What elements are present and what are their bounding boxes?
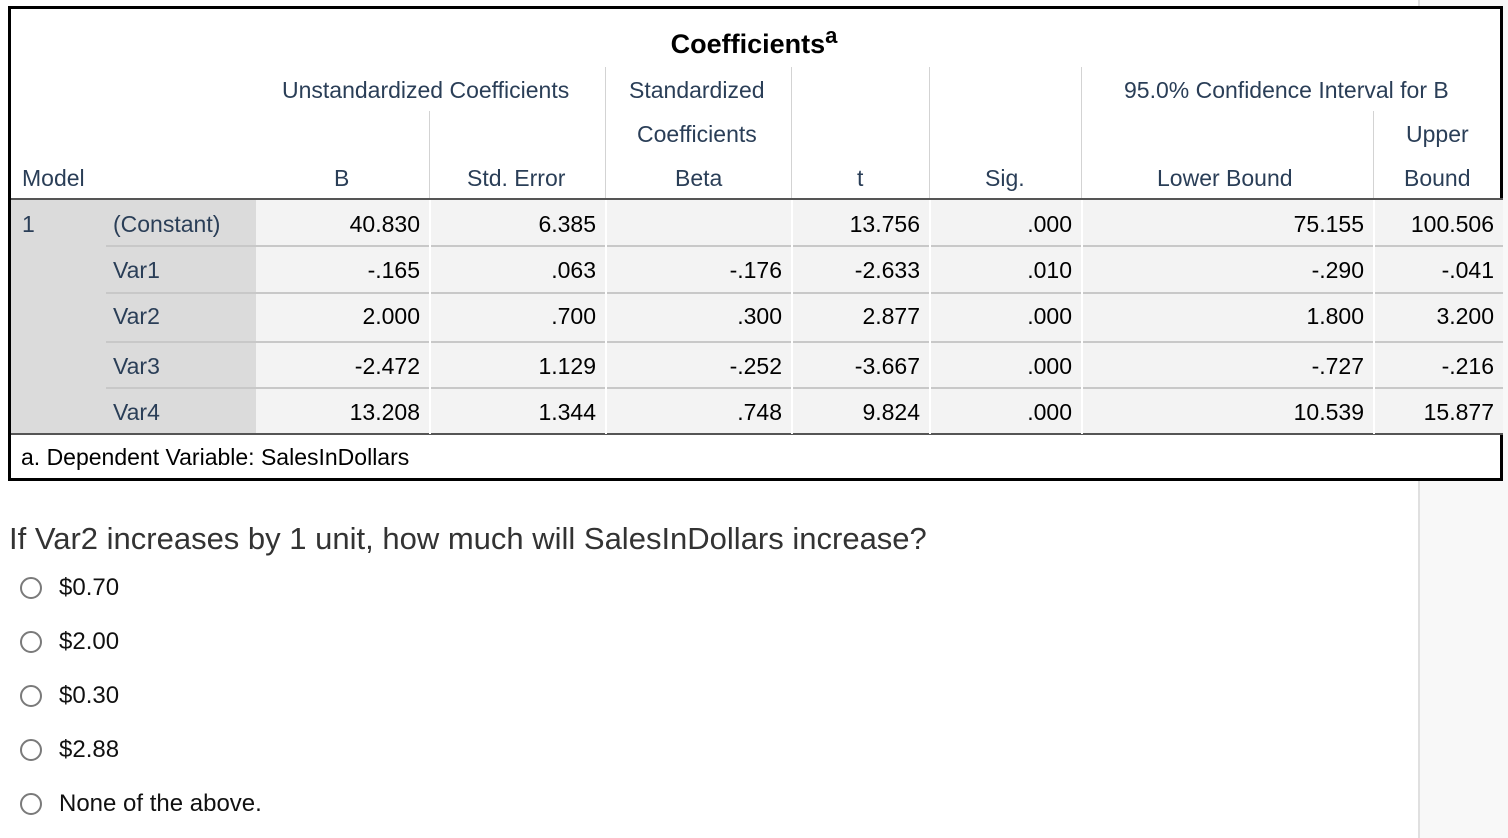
cell-lower: 75.155 [1293,211,1364,237]
cell-beta: .300 [737,303,782,329]
row-separator [106,245,1503,247]
header-standardized-1: Standardized [629,77,765,103]
cell-lower: 10.539 [1293,399,1364,425]
coefficients-table: Coefficientsa Unstandardized Coefficient… [8,6,1503,481]
header-sig: Sig. [985,165,1025,191]
header-beta: Beta [675,165,723,191]
cell-upper: 3.200 [1436,303,1494,329]
cell-t: -2.633 [854,257,920,283]
answer-option[interactable]: None of the above. [20,789,262,819]
cell-t: 13.756 [849,211,920,237]
header-divider [791,67,792,199]
cell-upper: 100.506 [1410,211,1494,237]
cell-sig: .000 [1027,303,1072,329]
label-column-bg [11,200,256,434]
answer-option[interactable]: $2.00 [20,627,119,657]
header-divider [605,67,606,199]
cell-lower: 1.800 [1306,303,1364,329]
cell-upper: -.216 [1441,353,1494,379]
option-label: $0.30 [59,682,120,709]
option-label: None of the above. [59,790,262,817]
row-separator [106,292,1503,294]
body-divider [1081,200,1083,434]
radio-button[interactable] [20,631,42,653]
table-body-bg [11,200,1503,434]
cell-t: -3.667 [854,353,920,379]
header-upper-1: Upper [1406,121,1469,147]
header-divider [929,67,930,199]
cell-sig: .000 [1027,399,1072,425]
header-unstandardized: Unstandardized Coefficients [282,77,570,103]
cell-t: 2.877 [862,303,920,329]
body-bottom-rule [11,433,1503,435]
body-divider [1373,200,1375,434]
row-label-var2: Var2 [113,303,160,329]
body-divider [429,200,431,434]
table-footnote: a. Dependent Variable: SalesInDollars [21,444,410,470]
cell-beta: -.176 [729,257,782,283]
header-lower-bound: Lower Bound [1157,165,1293,191]
cell-sig: .000 [1027,353,1072,379]
cell-se: 1.344 [538,399,596,425]
answer-option[interactable]: $0.70 [20,573,119,603]
cell-t: 9.824 [862,399,920,425]
cell-se: 6.385 [538,211,596,237]
cell-upper: 15.877 [1423,399,1494,425]
header-divider [1081,67,1082,199]
row-separator [106,387,1503,389]
header-t: t [857,165,864,191]
row-separator [106,341,1503,343]
header-bottom-rule [11,198,1503,200]
cell-sig: .010 [1027,257,1072,283]
cell-beta: .748 [737,399,782,425]
radio-button[interactable] [20,685,42,707]
cell-b: -2.472 [354,353,420,379]
question-text: If Var2 increases by 1 unit, how much wi… [9,521,927,556]
cell-se: .700 [551,303,596,329]
table-title: Coefficientsa [11,23,1497,60]
body-divider [929,200,931,434]
option-label: $2.88 [59,736,120,763]
header-divider [429,111,430,199]
cell-beta: -.252 [729,353,782,379]
header-standardized-2: Coefficients [637,121,757,147]
radio-button[interactable] [20,793,42,815]
header-std-error: Std. Error [467,165,566,191]
model-number: 1 [22,211,35,237]
radio-button[interactable] [20,577,42,599]
answer-option[interactable]: $2.88 [20,735,119,765]
header-confidence-interval: 95.0% Confidence Interval for B [1124,77,1449,103]
body-divider [605,200,607,434]
cell-b: 40.830 [349,211,420,237]
row-label-var4: Var4 [113,399,160,425]
answer-option[interactable]: $0.30 [20,681,119,711]
cell-sig: .000 [1027,211,1072,237]
table-title-superscript: a [825,23,838,48]
row-label-var3: Var3 [113,353,160,379]
cell-b: 2.000 [362,303,420,329]
radio-button[interactable] [20,739,42,761]
row-label-var1: Var1 [113,257,160,283]
header-b: B [334,165,350,191]
cell-se: 1.129 [538,353,596,379]
cell-upper: -.041 [1441,257,1494,283]
row-label-constant: (Constant) [113,211,221,237]
option-label: $0.70 [59,574,120,601]
cell-b: 13.208 [349,399,420,425]
cell-lower: -.290 [1311,257,1364,283]
cell-se: .063 [551,257,596,283]
cell-lower: -.727 [1311,353,1364,379]
body-divider [791,200,793,434]
option-label: $2.00 [59,628,120,655]
cell-b: -.165 [367,257,420,283]
header-divider [1373,111,1374,199]
header-upper-2: Bound [1404,165,1471,191]
table-title-text: Coefficients [670,29,826,59]
header-model: Model [22,165,85,191]
